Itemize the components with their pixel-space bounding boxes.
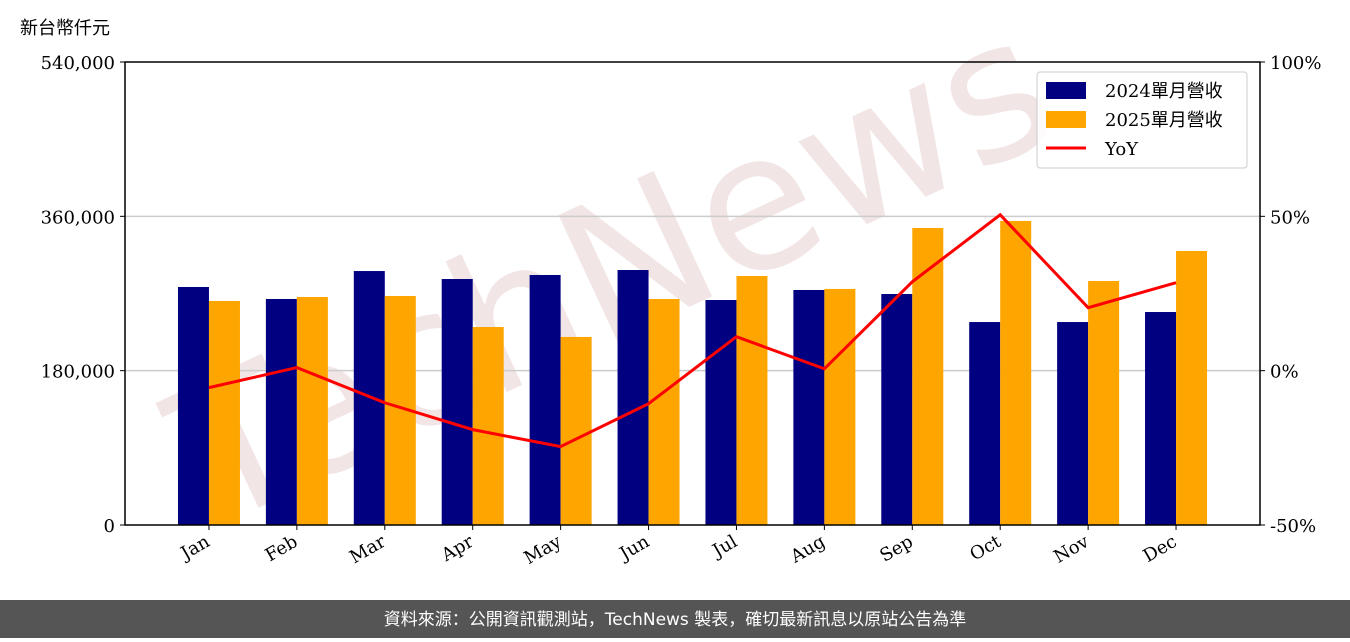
bar <box>1000 220 1032 526</box>
bar <box>969 322 1001 525</box>
y2-tick-label: 50% <box>1270 207 1310 228</box>
x-tick-label: Dec <box>1140 531 1181 567</box>
y2-tick-label: -50% <box>1270 516 1316 537</box>
y-tick-label: 0 <box>104 516 115 537</box>
bar <box>793 289 825 525</box>
x-tick-label: May <box>521 531 566 569</box>
bar <box>617 270 649 525</box>
y-tick-label: 360,000 <box>41 207 115 228</box>
legend-box <box>1036 71 1248 169</box>
bar <box>265 298 297 525</box>
legend-label: 2024單月營收 <box>1105 81 1223 102</box>
y-tick-label: 540,000 <box>41 53 115 74</box>
bar <box>881 294 913 525</box>
x-tick-label: Jun <box>614 531 653 566</box>
bar <box>441 279 473 525</box>
bar <box>1145 312 1177 525</box>
y2-tick-label: 0% <box>1270 362 1299 383</box>
bar <box>529 274 561 525</box>
x-tick-label: Jul <box>707 531 741 563</box>
legend-label: YoY <box>1104 139 1139 160</box>
bar <box>1176 250 1208 525</box>
bar <box>648 298 680 525</box>
y-axis-label: 新台幣仟元 <box>20 18 110 39</box>
x-tick-label: Apr <box>437 531 477 566</box>
bar <box>208 300 240 525</box>
bar <box>177 286 209 525</box>
footer: 資料來源：公開資訊觀測站，TechNews 製表，確切最新訊息以原站公告為準 <box>384 610 966 630</box>
legend-swatch <box>1046 111 1086 128</box>
footer-bar <box>0 600 1350 638</box>
legend-label: 2025單月營收 <box>1105 110 1223 131</box>
y-tick-label: 180,000 <box>41 362 115 383</box>
x-tick-label: Jan <box>176 531 214 565</box>
bar <box>560 336 592 525</box>
bar <box>472 327 504 525</box>
line <box>208 212 1177 449</box>
bar <box>824 288 856 525</box>
bar <box>1088 280 1120 525</box>
bar <box>705 300 737 525</box>
bar <box>1057 322 1089 525</box>
y2-tick-label: 100% <box>1270 53 1321 74</box>
legend-swatch <box>1046 82 1086 99</box>
plot-frame <box>124 61 1261 526</box>
x-tick-label: Aug <box>786 531 829 568</box>
x-tick-label: Sep <box>876 531 916 566</box>
x-tick-label: Oct <box>966 531 1005 566</box>
x-tick-label: Mar <box>346 531 390 568</box>
bar <box>912 227 944 525</box>
x-tick-label: Nov <box>1050 531 1093 568</box>
bar <box>736 276 768 525</box>
bar <box>296 297 328 525</box>
